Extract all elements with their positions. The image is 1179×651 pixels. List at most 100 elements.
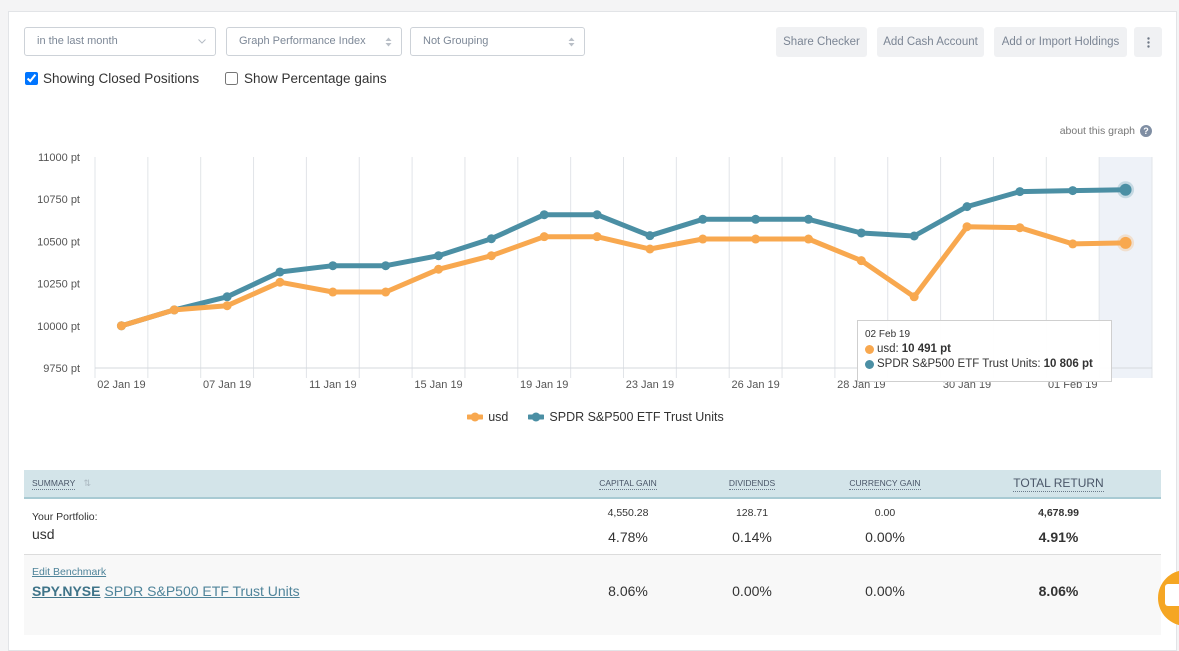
data-point-benchmark bbox=[909, 231, 919, 241]
x-tick-label: 11 Jan 19 bbox=[309, 379, 357, 391]
data-point-usd bbox=[539, 232, 549, 242]
y-tick-label: 10000 pt bbox=[37, 321, 80, 333]
benchmark-capital-gain: 8.06% bbox=[608, 583, 648, 599]
portfolio-dividends-amount: 128.71 bbox=[735, 507, 769, 519]
data-point-usd bbox=[1068, 239, 1078, 249]
data-point-benchmark bbox=[803, 214, 813, 224]
benchmark-total-return: 8.06% bbox=[1038, 583, 1079, 599]
data-point-usd bbox=[856, 256, 866, 266]
benchmark-name-link[interactable]: SPDR S&P500 ETF Trust Units bbox=[104, 583, 300, 599]
sort-updown-icon bbox=[385, 28, 392, 55]
legend-item-benchmark[interactable]: SPDR S&P500 ETF Trust Units bbox=[528, 410, 724, 424]
data-point-benchmark bbox=[328, 261, 338, 271]
chevron-down-icon bbox=[198, 28, 206, 55]
data-point-benchmark bbox=[1119, 183, 1132, 196]
y-tick-label: 11000 pt bbox=[38, 152, 80, 164]
benchmark-ticker-link[interactable]: SPY.NYSE bbox=[32, 583, 101, 599]
benchmark-dividends: 0.00% bbox=[732, 583, 772, 599]
data-point-usd bbox=[909, 292, 919, 302]
legend-label-usd: usd bbox=[488, 410, 509, 424]
data-point-benchmark bbox=[1015, 187, 1025, 197]
legend-item-usd[interactable]: usd bbox=[467, 410, 508, 424]
sort-updown-icon bbox=[568, 28, 575, 55]
tooltip-usd-value: 10 491 pt bbox=[901, 343, 951, 355]
header-total-return[interactable]: TOTAL RETURN bbox=[956, 470, 1161, 497]
y-tick-label: 10250 pt bbox=[37, 279, 80, 291]
data-point-benchmark bbox=[434, 251, 444, 261]
percentage-gains-label[interactable]: Show Percentage gains bbox=[244, 71, 387, 86]
add-cash-account-button[interactable]: Add Cash Account bbox=[877, 27, 984, 57]
data-point-usd bbox=[592, 232, 602, 242]
graph-type-select-value: Graph Performance Index bbox=[239, 35, 366, 47]
grouping-select-value: Not Grouping bbox=[423, 35, 489, 47]
portfolio-capital-gain-pct: 4.78% bbox=[608, 529, 648, 545]
header-currency-gain[interactable]: CURRENCY GAIN bbox=[814, 470, 956, 497]
portfolio-currency-gain-pct: 0.00% bbox=[865, 529, 905, 545]
add-import-holdings-button[interactable]: Add or Import Holdings bbox=[994, 27, 1127, 57]
closed-positions-checkbox[interactable] bbox=[25, 72, 38, 85]
benchmark-title: SPY.NYSE SPDR S&P500 ETF Trust Units bbox=[32, 583, 300, 599]
benchmark-currency-gain: 0.00% bbox=[865, 583, 905, 599]
data-point-usd bbox=[381, 287, 391, 297]
data-point-benchmark bbox=[1068, 186, 1078, 196]
portfolio-total-return-pct: 4.91% bbox=[1038, 529, 1079, 545]
data-point-benchmark bbox=[751, 214, 761, 224]
series-line-usd bbox=[118, 224, 1129, 329]
header-dividends-label: DIVIDENDS bbox=[728, 478, 776, 490]
data-point-usd bbox=[751, 234, 761, 244]
header-capital-gain-label: CAPITAL GAIN bbox=[599, 478, 657, 490]
kebab-vertical-icon bbox=[1146, 36, 1150, 48]
data-point-benchmark bbox=[539, 210, 549, 220]
data-point-usd bbox=[222, 301, 232, 311]
tooltip-benchmark-label: SPDR S&P500 ETF Trust Units: bbox=[877, 358, 1041, 370]
data-point-benchmark bbox=[592, 210, 602, 220]
data-point-usd bbox=[116, 321, 126, 331]
legend-label-benchmark: SPDR S&P500 ETF Trust Units bbox=[549, 410, 724, 424]
x-tick-label: 26 Jan 19 bbox=[731, 379, 779, 391]
header-dividends[interactable]: DIVIDENDS bbox=[690, 470, 814, 497]
data-point-usd bbox=[1015, 223, 1025, 233]
graph-type-select[interactable]: Graph Performance Index bbox=[226, 27, 402, 56]
data-point-usd bbox=[328, 287, 338, 297]
series-line-benchmark bbox=[118, 187, 1129, 329]
x-tick-label: 30 Jan 19 bbox=[943, 379, 991, 391]
portfolio-dividends-pct: 0.14% bbox=[732, 529, 772, 545]
edit-benchmark-link[interactable]: Edit Benchmark bbox=[32, 566, 107, 578]
data-point-benchmark bbox=[856, 228, 866, 238]
sort-icon[interactable]: ⇅ bbox=[83, 478, 92, 488]
header-currency-gain-label: CURRENCY GAIN bbox=[849, 478, 921, 490]
share-checker-button[interactable]: Share Checker bbox=[776, 27, 867, 57]
period-select[interactable]: in the last month bbox=[24, 27, 216, 56]
x-tick-label: 28 Jan 19 bbox=[837, 379, 885, 391]
benchmark-legend-marker-icon bbox=[528, 412, 545, 422]
x-tick-label: 23 Jan 19 bbox=[626, 379, 674, 391]
usd-legend-marker-icon bbox=[467, 412, 484, 422]
chart-tooltip: 02 Feb 19 usd: 10 491 pt SPDR S&P500 ETF… bbox=[857, 320, 1112, 382]
data-point-benchmark bbox=[645, 231, 655, 241]
x-tick-label: 15 Jan 19 bbox=[414, 379, 462, 391]
percentage-gains-checkbox[interactable] bbox=[225, 72, 238, 85]
header-capital-gain[interactable]: CAPITAL GAIN bbox=[566, 470, 690, 497]
chat-icon bbox=[1165, 584, 1179, 606]
y-tick-label: 9750 pt bbox=[43, 363, 80, 375]
more-options-button[interactable] bbox=[1134, 27, 1162, 57]
question-circle-icon[interactable]: ? bbox=[1140, 125, 1152, 137]
header-summary-label: SUMMARY bbox=[32, 478, 76, 490]
portfolio-total-return-amount: 4,678.99 bbox=[1038, 507, 1079, 519]
chat-button[interactable] bbox=[1158, 570, 1179, 626]
x-tick-label: 07 Jan 19 bbox=[203, 379, 251, 391]
x-tick-label: 01 Feb 19 bbox=[1048, 379, 1098, 391]
about-graph-link[interactable]: about this graph bbox=[1059, 125, 1135, 137]
tooltip-date: 02 Feb 19 bbox=[865, 329, 911, 340]
grouping-select[interactable]: Not Grouping bbox=[410, 27, 585, 56]
portfolio-currency-gain-amount: 0.00 bbox=[874, 507, 896, 519]
tooltip-benchmark-value: 10 806 pt bbox=[1043, 358, 1093, 370]
chart-legend: usd SPDR S&P500 ETF Trust Units bbox=[0, 410, 1179, 424]
data-point-usd bbox=[698, 234, 708, 244]
portfolio-capital-gain-amount: 4,550.28 bbox=[607, 507, 649, 519]
x-tick-label: 02 Jan 19 bbox=[97, 379, 145, 391]
closed-positions-label[interactable]: Showing Closed Positions bbox=[43, 71, 200, 86]
table-row-portfolio: Your Portfolio: usd 4,550.28 4.78% 128.7… bbox=[24, 499, 1161, 555]
header-summary[interactable]: SUMMARY ⇅ bbox=[32, 470, 91, 497]
x-tick-label: 19 Jan 19 bbox=[520, 379, 568, 391]
